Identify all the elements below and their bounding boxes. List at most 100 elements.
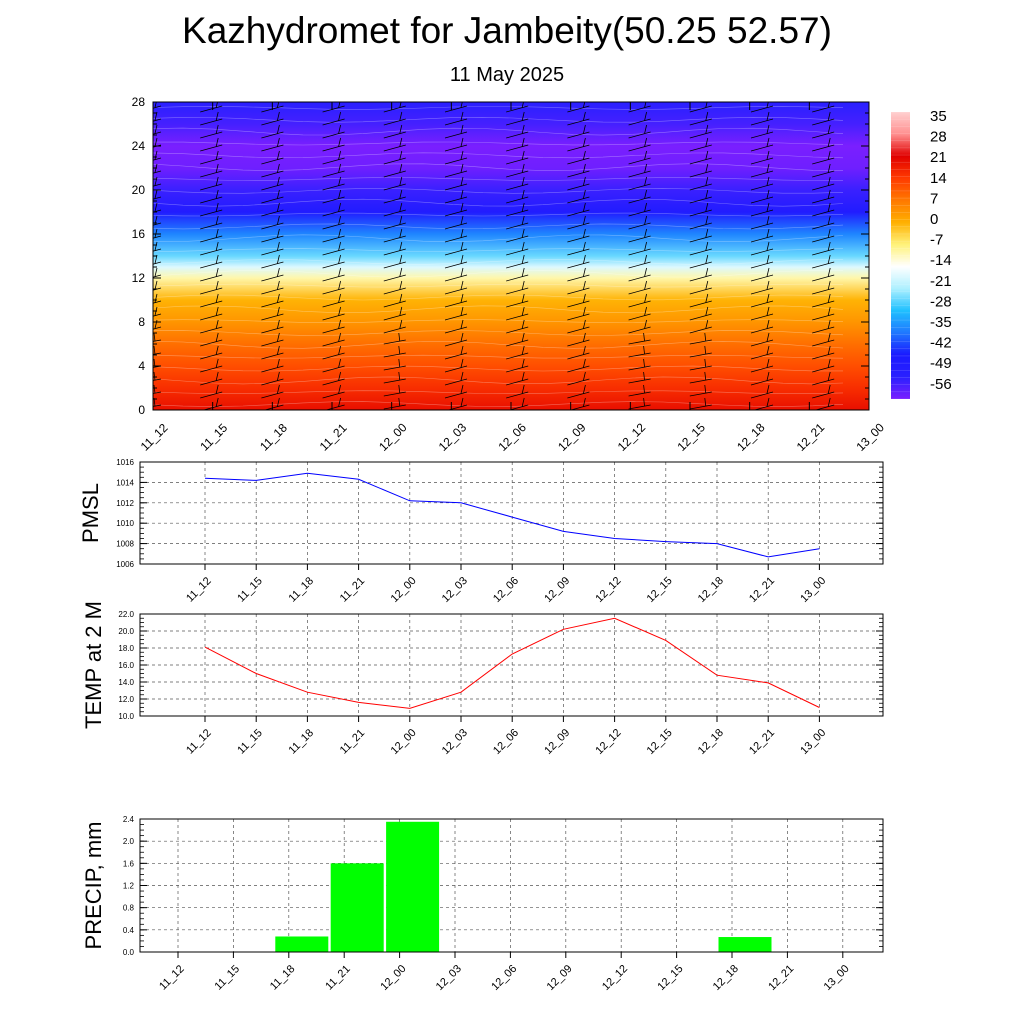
y-axis-label: PRECIP, mm: [81, 822, 106, 950]
wind-barb: [322, 384, 345, 399]
wind-barb: [750, 293, 774, 308]
heatmap-field: [153, 102, 869, 410]
x-tick-label: 12_12: [600, 963, 630, 993]
x-tick-label: 11_21: [317, 421, 350, 454]
x-tick-label: 11_12: [138, 421, 171, 454]
wind-barb: [506, 150, 529, 165]
colorbar-tick-label: 35: [930, 108, 947, 125]
wind-barb: [200, 228, 223, 243]
wind-barb: [383, 332, 406, 345]
wind-barb: [812, 137, 835, 152]
wind-barb: [506, 163, 529, 178]
wind-barb: [444, 150, 468, 165]
wind-barb: [383, 150, 406, 165]
wind-barb: [444, 254, 468, 269]
wind-barb: [153, 293, 162, 304]
y-tick-label: 1.2: [123, 882, 135, 891]
wind-barb: [812, 358, 835, 373]
wind-barb: [628, 189, 651, 204]
wind-barb: [200, 124, 223, 139]
wind-barb: [567, 202, 590, 217]
wind-barb: [750, 202, 774, 217]
precip-panel: 0.0 0.4 0.8 1.2 1.6 2.0 2.4 11_12 11_15 11_18 11_2…: [81, 815, 884, 993]
wind-barb: [506, 371, 529, 386]
wind-barb: [322, 280, 345, 295]
contour-line: [153, 365, 843, 372]
x-tick-label: 12_09: [555, 420, 589, 454]
precip-bar: [718, 937, 772, 952]
wind-barb: [689, 102, 712, 113]
wind-barb: [324, 397, 345, 410]
wind-barb: [750, 111, 774, 126]
wind-barb: [689, 293, 712, 308]
wind-barb: [628, 267, 651, 282]
wind-barb: [200, 137, 223, 152]
wind-barb: [444, 345, 468, 360]
wind-barb: [567, 163, 590, 178]
precip-bar: [386, 821, 440, 952]
wind-barb: [567, 241, 590, 256]
wind-barb: [689, 150, 712, 165]
wind-barb: [628, 124, 651, 139]
wind-barb: [506, 306, 529, 321]
wind-barb: [689, 280, 712, 295]
wind-barb: [444, 111, 468, 126]
wind-barb: [689, 189, 712, 204]
contour-line: [153, 340, 844, 349]
x-tick-label: 11_15: [213, 963, 243, 993]
y-tick-label: 1006: [116, 560, 134, 569]
contour-line: [153, 401, 844, 407]
wind-barb: [567, 215, 590, 230]
wind-barb: [153, 176, 162, 187]
wind-barb: [812, 280, 835, 295]
wind-barb: [261, 150, 284, 165]
wind-barb: [444, 293, 468, 308]
wind-barb: [689, 384, 712, 397]
wind-barb: [628, 102, 651, 113]
wind-barb: [322, 111, 345, 126]
contour-line: [153, 212, 844, 217]
x-tick-label: 13_00: [798, 575, 828, 605]
wind-barb: [750, 241, 774, 256]
wind-barb: [567, 137, 590, 152]
contour-line: [153, 152, 844, 159]
y-tick-label: 1014: [116, 478, 134, 487]
x-tick-label: 11_18: [268, 963, 298, 993]
wind-barb: [750, 189, 774, 204]
wind-barb: [506, 319, 529, 334]
wind-barb: [628, 111, 651, 126]
wind-barb: [506, 124, 529, 139]
wind-barb: [689, 267, 712, 282]
x-tick-label: 12_21: [794, 420, 828, 454]
panel-frame: [139, 613, 884, 717]
wind-barb: [812, 163, 835, 178]
wind-barb: [322, 319, 345, 334]
wind-barb: [261, 358, 284, 373]
wind-barb: [261, 189, 284, 204]
y-tick-label: 0.0: [123, 948, 135, 957]
wind-barb: [322, 371, 345, 386]
wind-barb: [322, 150, 345, 165]
wind-barb: [200, 163, 223, 178]
wind-barb: [567, 102, 590, 113]
wind-barb: [567, 254, 590, 269]
wind-barb: [444, 306, 468, 321]
wind-barb: [383, 280, 406, 295]
wind-barb: [750, 332, 774, 347]
precip-bar: [330, 863, 384, 952]
wind-barb: [153, 202, 162, 213]
wind-barb: [383, 189, 406, 204]
y-tick-label: 2.4: [123, 815, 135, 824]
y-axis-label: PMSL: [78, 483, 103, 543]
wind-barb: [506, 254, 529, 269]
wind-barb: [322, 306, 345, 321]
contour-line: [153, 127, 844, 136]
wind-barb: [383, 111, 406, 126]
wind-barb: [506, 358, 529, 373]
wind-barb: [628, 241, 651, 256]
wind-barb: [750, 176, 774, 191]
wind-barb: [444, 102, 468, 113]
wind-barb: [750, 345, 774, 360]
contour-line: [153, 376, 844, 385]
wind-barb: [750, 384, 774, 399]
